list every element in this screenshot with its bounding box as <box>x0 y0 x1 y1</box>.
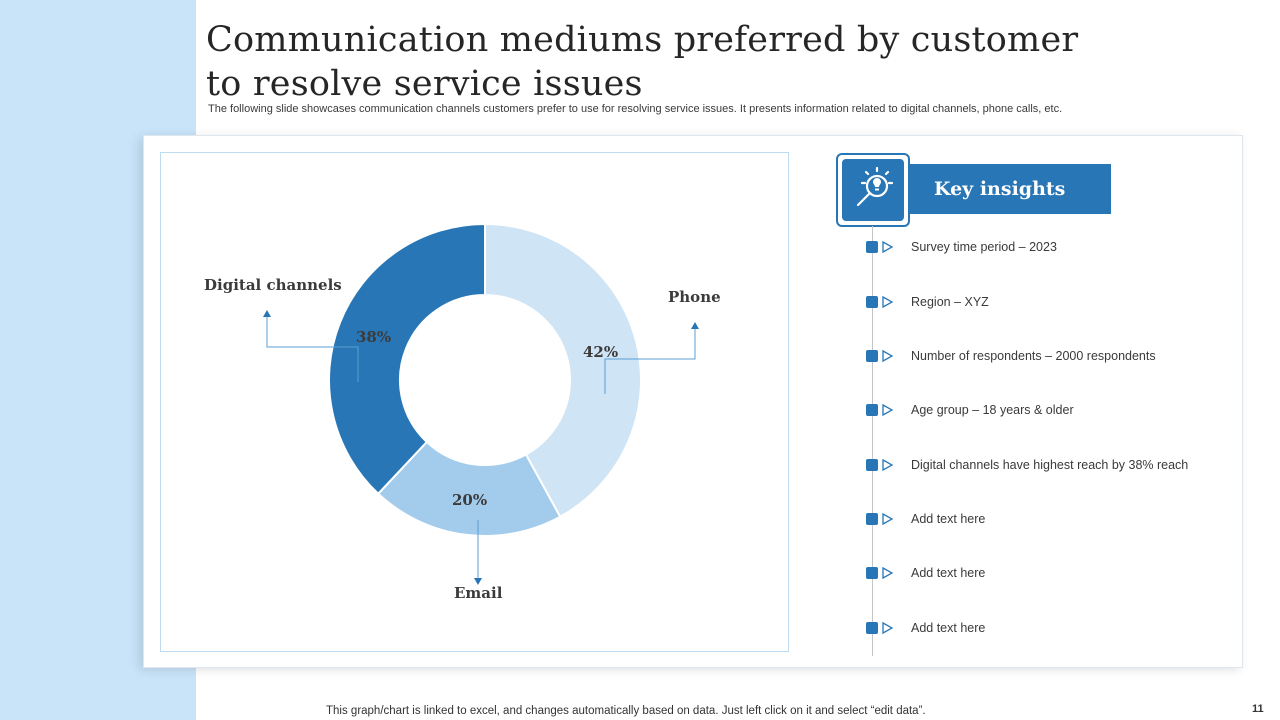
connector-phone-arrowhead <box>691 322 699 329</box>
bullet-square-icon <box>866 350 878 362</box>
page-title-line-2: to resolve service issues <box>206 64 643 104</box>
category-label-digital-channels: Digital channels <box>204 276 342 294</box>
key-insights-icon-tile <box>842 159 904 221</box>
page-title: Communication mediums preferred by custo… <box>206 18 1206 106</box>
value-label-digital-channels: 38% <box>356 328 392 346</box>
insight-text: Region – XYZ <box>911 295 989 309</box>
insight-text: Number of respondents – 2000 respondents <box>911 349 1156 363</box>
page-number: 11 <box>1252 703 1264 715</box>
donut-slice-phone[interactable] <box>484 222 642 519</box>
bullet-square-icon <box>866 404 878 416</box>
bullet-square-icon <box>866 513 878 525</box>
triangle-arrow-icon <box>882 621 894 635</box>
donut-slice-email[interactable] <box>376 440 562 537</box>
category-label-email: Email <box>454 584 503 602</box>
insight-text: Add text here <box>911 566 986 580</box>
connector-email-arrowhead <box>474 578 482 585</box>
bullet-square-icon <box>866 459 878 471</box>
bullet-square-icon <box>866 622 878 634</box>
page-title-line-1: Communication mediums preferred by custo… <box>206 20 1079 60</box>
key-insights-heading: Key insights <box>908 164 1111 214</box>
donut-chart[interactable] <box>160 152 789 652</box>
triangle-arrow-icon <box>882 295 894 309</box>
insight-text: Age group – 18 years & older <box>911 403 1074 417</box>
insights-timeline <box>872 226 873 656</box>
insight-text: Add text here <box>911 512 986 526</box>
value-label-phone: 42% <box>583 343 619 361</box>
triangle-arrow-icon <box>882 458 894 472</box>
connector-phone <box>604 327 696 394</box>
category-label-phone: Phone <box>668 288 721 306</box>
triangle-arrow-icon <box>882 240 894 254</box>
donut-slice-digital-channels[interactable] <box>328 222 486 496</box>
triangle-arrow-icon <box>882 512 894 526</box>
page-subtitle: The following slide showcases communicat… <box>208 103 1063 115</box>
insight-text: Digital channels have highest reach by 3… <box>911 458 1189 472</box>
value-label-email: 20% <box>452 491 488 509</box>
insight-text: Add text here <box>911 621 986 635</box>
bullet-square-icon <box>866 567 878 579</box>
connector-digital-channels <box>266 315 359 382</box>
insight-text: Survey time period – 2023 <box>911 240 1057 254</box>
bullet-square-icon <box>866 296 878 308</box>
bullet-square-icon <box>866 241 878 253</box>
key-insights-icon-frame <box>836 153 910 227</box>
footer-note: This graph/chart is linked to excel, and… <box>326 705 926 717</box>
triangle-arrow-icon <box>882 349 894 363</box>
connector-digital-channels-arrowhead <box>263 310 271 317</box>
triangle-arrow-icon <box>882 566 894 580</box>
lightbulb-magnifier-icon <box>856 166 894 207</box>
triangle-arrow-icon <box>882 403 894 417</box>
